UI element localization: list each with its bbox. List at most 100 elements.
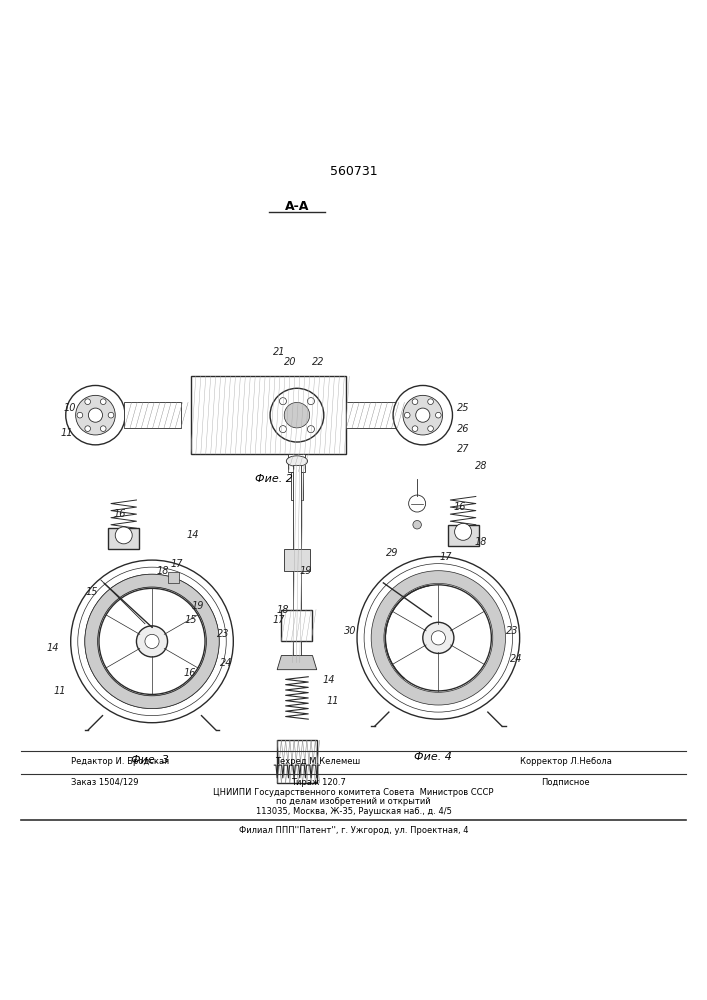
Text: Корректор Л.Небола: Корректор Л.Небола xyxy=(520,757,612,766)
Circle shape xyxy=(145,634,159,648)
Bar xyxy=(108,528,139,549)
Text: Подписное: Подписное xyxy=(542,778,590,787)
Text: 14: 14 xyxy=(322,675,335,685)
Circle shape xyxy=(423,622,454,653)
Text: 15: 15 xyxy=(86,587,98,597)
Circle shape xyxy=(279,426,286,433)
Text: 18: 18 xyxy=(474,537,487,547)
Text: 19: 19 xyxy=(300,566,312,576)
Circle shape xyxy=(85,426,90,431)
Circle shape xyxy=(100,426,106,431)
Text: 16: 16 xyxy=(114,509,127,519)
Text: 16: 16 xyxy=(183,668,196,678)
Circle shape xyxy=(385,585,491,691)
Circle shape xyxy=(115,527,132,544)
Text: 28: 28 xyxy=(474,461,487,471)
Text: 25: 25 xyxy=(457,403,469,413)
Ellipse shape xyxy=(286,456,308,466)
Text: А-А: А-А xyxy=(285,200,309,213)
Text: Филиал ППП''Патент'', г. Ужгород, ул. Проектная, 4: Филиал ППП''Патент'', г. Ужгород, ул. Пр… xyxy=(239,826,468,835)
Text: 18: 18 xyxy=(156,566,169,576)
Text: 14: 14 xyxy=(186,530,199,540)
Circle shape xyxy=(413,521,421,529)
Circle shape xyxy=(71,560,233,723)
Text: 22: 22 xyxy=(312,357,325,367)
Bar xyxy=(346,402,399,428)
Text: 23: 23 xyxy=(506,626,519,636)
Bar xyxy=(448,525,479,546)
Circle shape xyxy=(436,412,441,418)
Circle shape xyxy=(100,399,106,405)
Text: 27: 27 xyxy=(457,444,469,454)
Text: Фие. 3: Фие. 3 xyxy=(131,755,169,765)
Circle shape xyxy=(431,631,445,645)
Circle shape xyxy=(76,395,115,435)
Bar xyxy=(124,402,181,428)
Text: Фие. 4: Фие. 4 xyxy=(414,752,452,762)
Text: Редактор И. Бродская: Редактор И. Бродская xyxy=(71,757,169,766)
Bar xyxy=(291,472,303,500)
Bar xyxy=(293,465,301,663)
Circle shape xyxy=(136,626,168,657)
Circle shape xyxy=(279,398,286,405)
Text: Фие. 2: Фие. 2 xyxy=(255,474,293,484)
Circle shape xyxy=(99,588,205,694)
Text: по делам изобретений и открытий: по делам изобретений и открытий xyxy=(276,797,431,806)
Text: 18: 18 xyxy=(276,605,289,615)
Circle shape xyxy=(393,385,452,445)
Text: 11: 11 xyxy=(326,696,339,706)
Text: 29: 29 xyxy=(386,548,399,558)
Text: Заказ 1504/129: Заказ 1504/129 xyxy=(71,778,138,787)
Circle shape xyxy=(403,395,443,435)
Circle shape xyxy=(455,523,472,540)
Circle shape xyxy=(85,399,90,405)
Text: 113035, Москва, Ж-35, Раушская наб., д. 4/5: 113035, Москва, Ж-35, Раушская наб., д. … xyxy=(255,807,452,816)
Circle shape xyxy=(412,426,418,431)
Circle shape xyxy=(108,412,114,418)
Text: ЦНИИПИ Государственного комитета Совета  Министров СССР: ЦНИИПИ Государственного комитета Совета … xyxy=(214,788,493,797)
Text: 16: 16 xyxy=(453,502,466,512)
Circle shape xyxy=(416,408,430,422)
Circle shape xyxy=(357,557,520,719)
Circle shape xyxy=(308,398,315,405)
Wedge shape xyxy=(371,571,506,705)
Wedge shape xyxy=(85,574,219,709)
Circle shape xyxy=(412,399,418,405)
Text: 17: 17 xyxy=(439,552,452,562)
Text: 19: 19 xyxy=(192,601,204,611)
Bar xyxy=(288,454,305,472)
Text: 24: 24 xyxy=(220,658,233,668)
Bar xyxy=(281,610,312,641)
Bar xyxy=(168,572,179,583)
Text: 21: 21 xyxy=(273,347,286,357)
Bar xyxy=(284,549,310,571)
Text: 11: 11 xyxy=(61,428,74,438)
Text: 14: 14 xyxy=(47,643,59,653)
Text: 11: 11 xyxy=(54,686,66,696)
Circle shape xyxy=(270,388,324,442)
Polygon shape xyxy=(277,656,317,670)
Circle shape xyxy=(404,412,410,418)
Circle shape xyxy=(77,412,83,418)
Circle shape xyxy=(78,567,226,716)
Text: 17: 17 xyxy=(273,615,286,625)
Text: 560731: 560731 xyxy=(329,165,378,178)
Text: Тираж 120.7: Тираж 120.7 xyxy=(291,778,346,787)
Text: 15: 15 xyxy=(185,615,197,625)
FancyBboxPatch shape xyxy=(191,376,346,454)
Circle shape xyxy=(308,426,315,433)
Circle shape xyxy=(284,402,310,428)
Circle shape xyxy=(409,495,426,512)
Text: 30: 30 xyxy=(344,626,356,636)
Circle shape xyxy=(364,564,513,712)
Text: 10: 10 xyxy=(63,403,76,413)
Text: 24: 24 xyxy=(510,654,522,664)
Text: 23: 23 xyxy=(216,629,229,639)
Circle shape xyxy=(66,385,125,445)
Bar xyxy=(277,740,317,783)
Text: 26: 26 xyxy=(457,424,469,434)
Circle shape xyxy=(428,426,433,431)
Text: Техред М.Келемеш: Техред М.Келемеш xyxy=(276,757,361,766)
Circle shape xyxy=(428,399,433,405)
Text: 20: 20 xyxy=(284,357,296,367)
